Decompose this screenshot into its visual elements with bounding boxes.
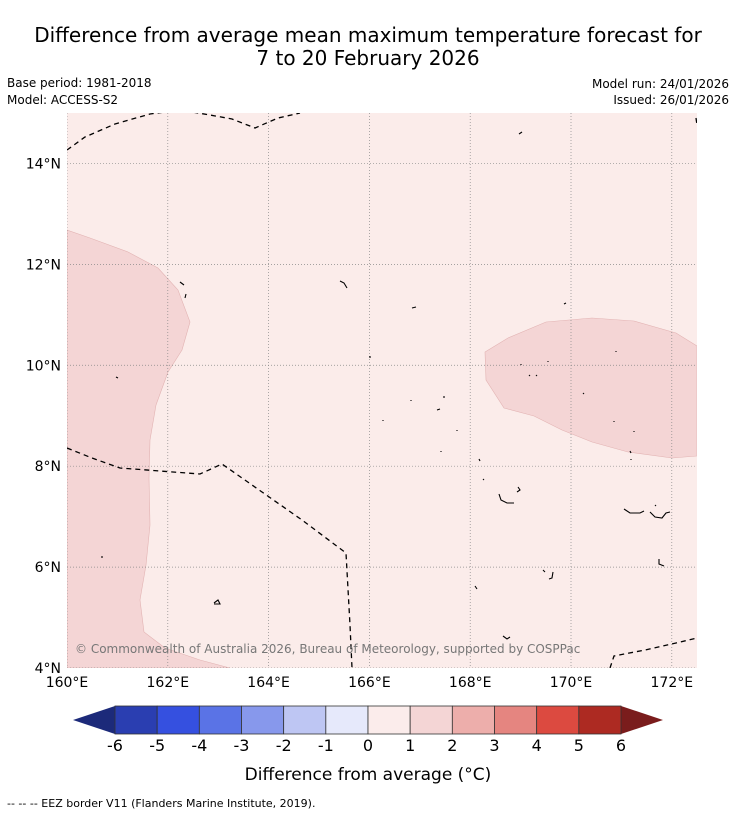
lon-tick-label: 172°E: [651, 675, 694, 691]
lon-tick-label: 162°E: [147, 675, 190, 691]
colorbar-swatch: [367, 705, 411, 735]
colorbar-swatch: [156, 705, 200, 735]
colorbar-tick-label: 1: [405, 736, 415, 755]
copyright-notice: © Commonwealth of Australia 2026, Bureau…: [75, 642, 580, 656]
title-line-1: Difference from average mean maximum tem…: [34, 23, 702, 47]
base-period: Base period: 1981-2018: [7, 76, 152, 90]
colorbar-swatch: [198, 705, 242, 735]
lat-tick-label: 8°N: [35, 459, 61, 475]
colorbar-tick-label: 6: [616, 736, 626, 755]
lat-tick-label: 4°N: [35, 661, 61, 677]
lon-tick-label: 166°E: [348, 675, 391, 691]
colorbar-swatch: [494, 705, 538, 735]
colorbar-swatch: [536, 705, 580, 735]
colorbar-label: Difference from average (°C): [245, 765, 492, 785]
colorbar-tick-label: -3: [234, 736, 250, 755]
lon-tick-label: 168°E: [449, 675, 492, 691]
colorbar-swatch: [325, 705, 369, 735]
anomaly-region-west: [67, 229, 231, 668]
lat-tick-label: 10°N: [26, 358, 61, 374]
colorbar-tick-label: 4: [532, 736, 542, 755]
colorbar-over-arrow: [621, 706, 663, 734]
colorbar-swatch: [114, 705, 158, 735]
colorbar-swatch: [241, 705, 285, 735]
issued-date: Issued: 26/01/2026: [613, 93, 729, 107]
axis-labels: 160°E 162°E 164°E 166°E 168°E 170°E 172°E 14°N 1…: [26, 156, 693, 691]
colorbar-under-arrow: [73, 706, 115, 734]
colorbar-tick-label: -4: [191, 736, 207, 755]
model-name: Model: ACCESS-S2: [7, 93, 119, 107]
colorbar-swatch: [283, 705, 327, 735]
title-line-2: 7 to 20 February 2026: [256, 46, 480, 70]
colorbar-tick-label: -5: [149, 736, 165, 755]
grid-lines: [67, 113, 697, 668]
islands: [101, 131, 671, 640]
colorbar-swatch: [409, 705, 453, 735]
colorbar-swatch: [451, 705, 495, 735]
lon-tick-label: 164°E: [247, 675, 290, 691]
eez-borders: [67, 113, 697, 668]
lon-tick-label: 170°E: [550, 675, 593, 691]
colorbar-tick-label: 0: [363, 736, 373, 755]
lat-tick-label: 14°N: [26, 156, 61, 172]
lat-tick-label: 6°N: [35, 560, 61, 576]
colorbar-tick-label: -2: [276, 736, 292, 755]
colorbar-tick-label: -6: [107, 736, 123, 755]
colorbar-swatch: [578, 705, 622, 735]
colorbar: -6 -5 -4 -3 -2 -1 0 1 2 3 4 5 6: [73, 705, 663, 755]
colorbar-tick-label: 2: [447, 736, 457, 755]
map-area: © Commonwealth of Australia 2026, Bureau…: [67, 113, 697, 668]
eez-legend-note: -- -- -- EEZ border V11 (Flanders Marine…: [7, 797, 316, 810]
lon-tick-label: 160°E: [46, 675, 89, 691]
model-run: Model run: 24/01/2026: [591, 77, 729, 91]
colorbar-tick-label: 5: [574, 736, 584, 755]
lat-tick-label: 12°N: [26, 257, 61, 273]
anomaly-region-east: [484, 317, 697, 459]
colorbar-tick-label: -1: [318, 736, 334, 755]
colorbar-tick-label: 3: [489, 736, 499, 755]
